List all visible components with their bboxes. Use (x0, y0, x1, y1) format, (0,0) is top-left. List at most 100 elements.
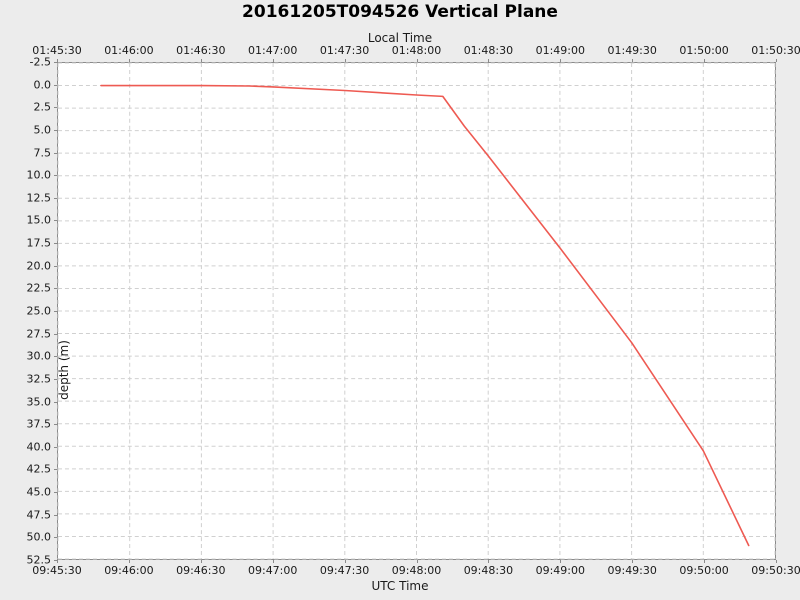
y-axis-tickmark (54, 379, 57, 380)
y-axis-tick-label: 52.5 (26, 553, 52, 567)
bottom-axis-tickmark (345, 560, 346, 563)
y-axis-tick-label: 22.5 (26, 281, 52, 295)
y-axis-tick-label: 35.0 (26, 395, 52, 409)
top-axis-tick-label: 01:50:00 (679, 44, 729, 57)
grid-lines (57, 62, 776, 560)
y-axis-tickmark (54, 62, 57, 63)
top-axis-title: Local Time (367, 31, 433, 45)
y-axis-tick-label: 40.0 (26, 440, 52, 454)
top-axis-tickmark (273, 59, 274, 62)
top-axis-tickmark (417, 59, 418, 62)
y-axis-tick-labels: -2.5 0.0 2.5 5.0 7.5 10.0 12.5 15.0 17.5 20.0 22.5… (0, 0, 52, 600)
y-axis-tick-label: 0.0 (33, 78, 52, 92)
top-axis-tickmark (201, 59, 202, 62)
y-axis-tickmark (54, 175, 57, 176)
top-axis-tickmark (129, 59, 130, 62)
bottom-axis-tickmark (632, 560, 633, 563)
series-line-depth (100, 84, 750, 547)
top-axis-tick-label: 01:46:00 (104, 44, 154, 57)
bottom-axis-tickmark (560, 560, 561, 563)
y-axis-tickmark (54, 334, 57, 335)
bottom-axis-tick-label: 09:46:30 (176, 564, 226, 577)
y-axis-tickmark (54, 537, 57, 538)
y-axis-tick-label: 12.5 (26, 191, 52, 205)
bottom-axis-tickmark (704, 560, 705, 563)
y-axis-tick-label: 10.0 (26, 168, 52, 182)
y-axis-tick-label: 32.5 (26, 372, 52, 386)
y-axis-tickmark (54, 130, 57, 131)
top-axis-tickmark (488, 59, 489, 62)
top-axis-tick-label: 01:50:30 (751, 44, 800, 57)
y-axis-tickmark (54, 107, 57, 108)
y-axis-tickmark (54, 402, 57, 403)
y-axis-tick-label: -2.5 (29, 55, 51, 69)
bottom-axis-tick-label: 09:47:30 (319, 564, 370, 577)
y-axis-tickmark (54, 447, 57, 448)
page-title: 20161205T094526 Vertical Plane (242, 2, 558, 22)
bottom-axis-tick-label: 09:49:00 (535, 564, 585, 577)
y-axis-tick-label: 7.5 (33, 146, 52, 160)
bottom-axis-tick-label: 09:48:00 (391, 564, 442, 577)
bottom-axis-tickmark (273, 560, 274, 563)
top-axis-tick-label: 01:45:30 (32, 44, 82, 57)
bottom-axis-tick-label: 09:49:30 (607, 564, 657, 577)
bottom-axis-tickmark (417, 560, 418, 563)
y-axis-tickmark (54, 560, 57, 561)
bottom-axis-tick-label: 09:50:30 (751, 564, 800, 577)
bottom-axis-tick-label: 09:47:00 (247, 564, 298, 577)
y-axis-tickmark (54, 243, 57, 244)
y-axis-tickmark (54, 311, 57, 312)
y-axis-tickmark (54, 85, 57, 86)
y-axis-tickmark (54, 220, 57, 221)
y-axis-tick-label: 50.0 (26, 530, 52, 544)
top-axis-tickmark (632, 59, 633, 62)
y-axis-tick-label: 15.0 (26, 213, 52, 227)
y-axis-tick-label: 47.5 (26, 508, 52, 522)
bottom-axis-tickmark (201, 560, 202, 563)
y-axis-tick-label: 2.5 (33, 100, 52, 114)
y-axis-tick-label: 45.0 (26, 485, 52, 499)
y-axis-tick-label: 37.5 (26, 417, 52, 431)
y-axis-tickmark (54, 424, 57, 425)
bottom-axis-title: UTC Time (371, 579, 429, 593)
top-axis-tick-label: 01:47:00 (247, 44, 298, 57)
y-axis-tickmark (54, 492, 57, 493)
bottom-axis-tick-label: 09:48:30 (463, 564, 514, 577)
bottom-axis-tick-label: 09:50:00 (679, 564, 729, 577)
top-axis-tickmark (560, 59, 561, 62)
top-axis-tick-label: 01:48:30 (463, 44, 514, 57)
bottom-axis-tick-label: 09:46:00 (104, 564, 154, 577)
y-axis-tickmark (54, 198, 57, 199)
bottom-axis-tickmark (129, 560, 130, 563)
top-axis-tick-label: 01:49:30 (607, 44, 657, 57)
y-axis-tick-label: 25.0 (26, 304, 52, 318)
y-axis-tick-label: 27.5 (26, 327, 52, 341)
top-axis-tick-label: 01:47:30 (319, 44, 370, 57)
plot-area: depth (m) (57, 62, 776, 560)
bottom-axis-tick-label: 09:45:30 (32, 564, 82, 577)
top-axis-tickmark (57, 59, 58, 62)
top-axis-tickmark (345, 59, 346, 62)
y-axis-tickmark (54, 288, 57, 289)
bottom-axis-tickmark (776, 560, 777, 563)
depth-series-line (100, 84, 750, 547)
top-axis-tickmark (776, 59, 777, 62)
y-axis-tickmark (54, 356, 57, 357)
top-axis-tick-label: 01:48:00 (391, 44, 442, 57)
y-axis-tick-label: 30.0 (26, 349, 52, 363)
bottom-axis-tickmark (488, 560, 489, 563)
y-axis-tickmark (54, 153, 57, 154)
y-axis-tick-label: 42.5 (26, 462, 52, 476)
y-axis-tickmark (54, 266, 57, 267)
bottom-axis-tickmark (57, 560, 58, 563)
top-axis-tickmark (704, 59, 705, 62)
y-axis-tick-label: 17.5 (26, 236, 52, 250)
y-axis-tick-label: 20.0 (26, 259, 52, 273)
top-axis-tick-label: 01:49:00 (535, 44, 585, 57)
y-axis-tick-label: 5.0 (33, 123, 52, 137)
y-axis-title: depth (m) (57, 340, 71, 400)
y-axis-tickmark (54, 515, 57, 516)
top-axis-tick-label: 01:46:30 (176, 44, 226, 57)
y-axis-tickmark (54, 469, 57, 470)
